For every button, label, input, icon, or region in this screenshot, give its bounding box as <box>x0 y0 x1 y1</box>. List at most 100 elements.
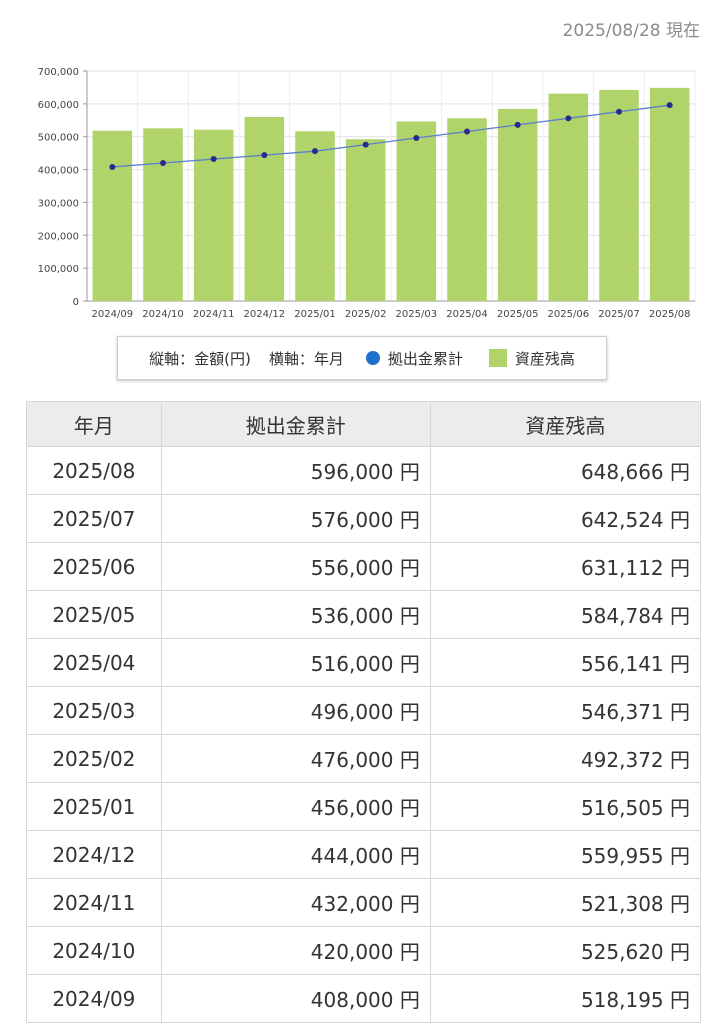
history-table: 年月 拠出金累計 資産残高 2025/08 596,000 円 648,666 円 … <box>26 401 702 1023</box>
table-row: 2025/06 556,000 円 631,112 円 <box>26 542 702 591</box>
point-contribution <box>210 156 217 163</box>
cell-year-month: 2024/12 <box>26 830 162 879</box>
legend-x-axis: 横軸：年月 <box>268 349 344 368</box>
cell-contribution: 556,000 円 <box>160 542 431 591</box>
x-tick-label: 2025/05 <box>497 309 539 320</box>
bar-asset-balance <box>548 93 589 301</box>
point-contribution <box>261 152 268 159</box>
y-tick-label: 600,000 <box>38 100 79 111</box>
legend-bar-label: 資産残高 <box>514 349 575 368</box>
y-tick-label: 500,000 <box>38 133 79 144</box>
legend-line-label: 拠出金累計 <box>387 349 463 368</box>
y-tick-label: 200,000 <box>38 231 79 242</box>
table-row: 2025/01 456,000 円 516,505 円 <box>26 782 702 831</box>
legend-dot-icon <box>365 351 380 365</box>
cell-contribution: 444,000 円 <box>160 830 431 879</box>
cell-balance: 521,308 円 <box>429 878 702 927</box>
cell-balance: 518,195 円 <box>429 974 702 1023</box>
cell-year-month: 2025/03 <box>26 686 162 735</box>
line-contribution <box>112 104 670 168</box>
cell-balance: 642,524 円 <box>429 494 702 543</box>
point-contribution <box>616 108 622 115</box>
legend-y-axis: 縦軸：金額(円) <box>149 349 251 368</box>
table-row: 2024/11 432,000 円 521,308 円 <box>26 878 702 927</box>
cell-year-month: 2025/02 <box>26 734 162 783</box>
header-year-month: 年月 <box>26 401 162 447</box>
cell-year-month: 2025/08 <box>26 446 162 495</box>
cell-balance: 631,112 円 <box>429 542 702 591</box>
bar-asset-balance <box>92 130 133 301</box>
table-row: 2024/09 408,000 円 518,195 円 <box>26 974 702 1023</box>
cell-balance: 584,784 円 <box>429 590 702 639</box>
point-contribution <box>362 141 369 148</box>
x-tick-label: 2024/10 <box>142 309 184 320</box>
x-tick-label: 2024/12 <box>244 309 286 320</box>
cell-contribution: 516,000 円 <box>160 638 431 687</box>
point-contribution <box>666 102 673 109</box>
header-contribution: 拠出金累計 <box>160 401 431 447</box>
cell-year-month: 2025/04 <box>26 638 162 687</box>
cell-contribution: 408,000 円 <box>160 974 431 1023</box>
y-tick-label: 100,000 <box>38 264 79 275</box>
point-contribution <box>109 163 116 170</box>
point-contribution <box>464 128 470 135</box>
x-tick-label: 2025/06 <box>548 309 590 320</box>
chart-legend: 縦軸：金額(円) 横軸：年月 拠出金累計 資産残高 <box>117 336 607 380</box>
table-row: 2025/03 496,000 円 546,371 円 <box>26 686 702 735</box>
x-tick-label: 2025/01 <box>294 309 336 320</box>
table-row: 2024/12 444,000 円 559,955 円 <box>26 830 702 879</box>
cell-contribution: 576,000 円 <box>160 494 431 543</box>
bar-asset-balance <box>244 117 285 301</box>
cell-contribution: 496,000 円 <box>160 686 431 735</box>
bar-asset-balance <box>447 118 487 301</box>
bar-asset-balance <box>497 108 538 301</box>
table-header-row: 年月 拠出金累計 資産残高 <box>26 401 702 447</box>
cell-year-month: 2025/07 <box>26 494 162 543</box>
legend-bar-series[interactable]: 資産残高 <box>488 348 575 369</box>
cell-contribution: 420,000 円 <box>160 926 431 975</box>
cell-balance: 516,505 円 <box>429 782 702 831</box>
bar-asset-balance <box>143 128 183 301</box>
asset-chart: 0 100,000 200,000 300,000 400,000 500,000 600,… <box>38 67 696 320</box>
cell-balance: 492,372 円 <box>429 734 702 783</box>
cell-balance: 525,620 円 <box>429 926 702 975</box>
x-tick-label: 2025/02 <box>345 309 387 320</box>
cell-year-month: 2024/11 <box>26 878 162 927</box>
x-tick-label: 2025/03 <box>396 309 438 320</box>
table-row: 2025/02 476,000 円 492,372 円 <box>26 734 702 783</box>
table-row: 2025/04 516,000 円 556,141 円 <box>26 638 702 687</box>
y-tick-label: 700,000 <box>38 67 79 78</box>
cell-balance: 546,371 円 <box>429 686 702 735</box>
x-tick-label: 2024/11 <box>193 309 235 320</box>
as-of-date: 2025/08/28 現在 <box>562 21 700 41</box>
point-contribution <box>413 135 420 142</box>
cell-balance: 559,955 円 <box>429 830 702 879</box>
table-row: 2024/10 420,000 円 525,620 円 <box>26 926 702 975</box>
header-balance: 資産残高 <box>429 401 702 447</box>
legend-square-icon <box>488 349 507 367</box>
bar-asset-balance <box>396 121 437 301</box>
bar-asset-balance <box>295 131 335 301</box>
point-contribution <box>565 115 572 122</box>
x-tick-label: 2025/07 <box>598 309 640 320</box>
y-tick-label: 300,000 <box>38 198 79 209</box>
table-row: 2025/07 576,000 円 642,524 円 <box>26 494 702 543</box>
x-tick-label: 2025/04 <box>446 309 488 320</box>
point-contribution <box>160 160 166 166</box>
bar-asset-balance <box>599 89 639 301</box>
legend-line-series[interactable]: 拠出金累計 <box>365 348 463 369</box>
cell-contribution: 476,000 円 <box>160 734 431 783</box>
cell-contribution: 456,000 円 <box>160 782 431 831</box>
cell-year-month: 2025/05 <box>26 590 162 639</box>
table-row: 2025/05 536,000 円 584,784 円 <box>26 590 702 639</box>
point-contribution <box>514 121 521 128</box>
cell-year-month: 2025/01 <box>26 782 162 831</box>
cell-contribution: 432,000 円 <box>160 878 431 927</box>
cell-contribution: 596,000 円 <box>160 446 431 495</box>
cell-year-month: 2024/10 <box>26 926 162 975</box>
bar-asset-balance <box>193 129 234 301</box>
point-contribution <box>312 148 318 155</box>
cell-balance: 648,666 円 <box>429 446 702 495</box>
x-tick-label: 2024/09 <box>92 309 134 320</box>
cell-contribution: 536,000 円 <box>160 590 431 639</box>
